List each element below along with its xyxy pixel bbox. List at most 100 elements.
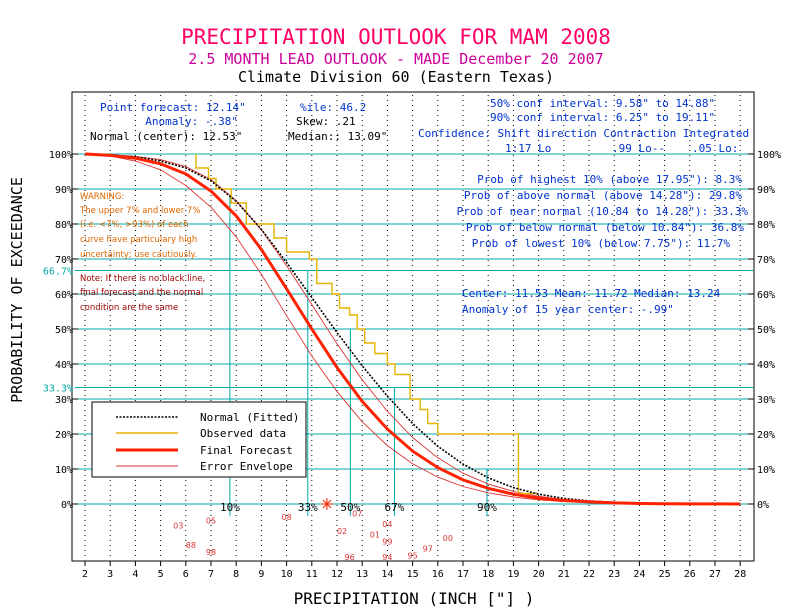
x-tick-label: 21 <box>558 569 570 580</box>
anomaly-center-text: Anomaly of 15 year center: -.99" <box>462 303 674 316</box>
x-tick-label: 12 <box>331 569 343 580</box>
y-tick-label-left: 60% <box>55 290 73 301</box>
x-axis-label: PRECIPITATION (INCH ["] ) <box>294 589 535 608</box>
x-tick-label: 2 <box>82 569 88 580</box>
prob-near-text: Prob of near normal (10.84 to 14.28"): 3… <box>457 205 749 218</box>
y-tick-label-right: 30% <box>757 395 775 406</box>
anomaly-text: Anomaly: -.38" <box>145 115 238 128</box>
x-tick-label: 3 <box>107 569 113 580</box>
legend-final-label: Final Forecast <box>200 444 293 457</box>
year-label: 00 <box>443 534 453 543</box>
year-label: 88 <box>186 541 196 550</box>
x-tick-label: 22 <box>583 569 595 580</box>
y-tick-label-left: 10% <box>55 465 73 476</box>
x-tick-label: 5 <box>158 569 164 580</box>
legend-normal-label: Normal (Fitted) <box>200 411 299 424</box>
final-forecast-curve <box>84 152 741 506</box>
year-label: 97 <box>423 544 433 553</box>
warning-line-4: curve have particulary high <box>80 235 197 245</box>
percentile-label: 33% <box>298 501 318 514</box>
point-forecast-star-stroke <box>322 499 332 509</box>
year-label: 01 <box>370 530 380 539</box>
chart-title: PRECIPITATION OUTLOOK FOR MAM 2008 <box>181 25 611 49</box>
note-line-3: condition are the same <box>80 303 178 313</box>
year-label: 08 <box>282 513 292 522</box>
median-text: Median:: 13.09" <box>288 130 387 143</box>
x-tick-label: 28 <box>734 569 746 580</box>
x-tick-label: 25 <box>659 569 671 580</box>
y-tick-label-right: 0% <box>757 500 769 511</box>
x-tick-label: 20 <box>533 569 545 580</box>
x-tick-label: 11 <box>306 569 318 580</box>
x-tick-label: 18 <box>482 569 494 580</box>
x-tick-label: 13 <box>356 569 368 580</box>
year-label: 94 <box>382 553 392 562</box>
y-tick-label-right: 90% <box>757 185 775 196</box>
x-tick-label: 23 <box>608 569 620 580</box>
year-label: 03 <box>173 522 183 531</box>
note-line-2: final forecast and the normal <box>80 288 203 298</box>
warning-line-3: (i.e. <7%, >93%) of each <box>80 220 188 230</box>
skew-text: Skew: .21 <box>296 115 356 128</box>
x-tick-label: 24 <box>633 569 645 580</box>
point-forecast-marker <box>320 498 333 510</box>
x-tick-label: 14 <box>381 569 393 580</box>
y-tick-label-left: 40% <box>55 360 73 371</box>
x-tick-label: 16 <box>432 569 444 580</box>
legend-envelope-label: Error Envelope <box>200 460 293 473</box>
year-label: 98 <box>206 548 216 557</box>
conf90-text: 90% conf interval: 6.25" to 19.11" <box>490 111 715 124</box>
x-tick-label: 19 <box>507 569 519 580</box>
year-label: 04 <box>382 520 392 529</box>
x-tick-label: 27 <box>709 569 721 580</box>
integrated-value: .05 Lo: <box>692 142 738 155</box>
y-tick-label-left: 90% <box>55 185 73 196</box>
x-tick-label: 15 <box>407 569 419 580</box>
percentile-text: %ile: 46.2 <box>300 101 366 114</box>
year-label: 05 <box>206 516 216 525</box>
x-tick-label: 26 <box>684 569 696 580</box>
legend-observed-label: Observed data <box>200 427 286 440</box>
conf50-text: 50% conf interval: 9.58" to 14.88" <box>490 97 715 110</box>
y-tick-label-left: 50% <box>55 325 73 336</box>
y-tick-label-left: 80% <box>55 220 73 231</box>
x-tick-label: 7 <box>208 569 214 580</box>
note-line-1: Note: If there is no black line, <box>80 274 205 284</box>
tercile-label: 66.7% <box>43 267 73 278</box>
y-tick-label-left: 100% <box>49 150 73 161</box>
confidence-header-text: Confidence: Shift direction Contraction … <box>418 127 749 140</box>
chart-division: Climate Division 60 (Eastern Texas) <box>238 68 554 86</box>
x-tick-label: 9 <box>258 569 264 580</box>
percentile-label: 67% <box>385 501 405 514</box>
y-tick-label-left: 30% <box>55 395 73 406</box>
y-tick-label-right: 80% <box>757 220 775 231</box>
year-label: 96 <box>345 553 355 562</box>
x-tick-label: 6 <box>183 569 189 580</box>
warning-line-2: The upper 7% and lower 7% <box>79 206 200 216</box>
y-tick-label-left: 70% <box>55 255 73 266</box>
x-tick-label: 17 <box>457 569 469 580</box>
prob-lowest-text: Prob of lowest 10% (below 7.75"): 11.7% <box>472 237 731 250</box>
chart-legend: Normal (Fitted) Observed data Final Fore… <box>91 401 307 478</box>
y-tick-label-right: 10% <box>757 465 775 476</box>
chart-subtitle: 2.5 MONTH LEAD OUTLOOK - MADE December 2… <box>188 50 603 68</box>
contraction-value: .99 Lo-- <box>612 142 665 155</box>
prob-highest-text: Prob of highest 10% (above 17.95"): 8.3% <box>477 173 742 186</box>
y-tick-label-right: 20% <box>757 430 775 441</box>
center-mean-median-text: Center: 11.53 Mean: 11.72 Median: 13.24 <box>462 287 721 300</box>
y-tick-label-right: 100% <box>757 150 781 161</box>
percentile-label: 10% <box>220 501 240 514</box>
prob-above-text: Prob of above normal (above 14.28"): 29.… <box>464 189 743 202</box>
year-label: 07 <box>352 509 362 518</box>
year-label: 95 <box>408 551 418 560</box>
percentile-label: 50% <box>340 501 360 514</box>
y-axis-label: PROBABILITY OF EXCEEDANCE <box>8 177 26 403</box>
y-tick-label-right: 70% <box>757 255 775 266</box>
y-tick-label-right: 50% <box>757 325 775 336</box>
prob-below-text: Prob of below normal (below 10.84"): 36.… <box>466 221 745 234</box>
warning-line-1: WARNING: <box>80 192 124 202</box>
y-tick-label-right: 40% <box>757 360 775 371</box>
x-tick-label: 10 <box>281 569 293 580</box>
legend-box <box>91 401 307 478</box>
